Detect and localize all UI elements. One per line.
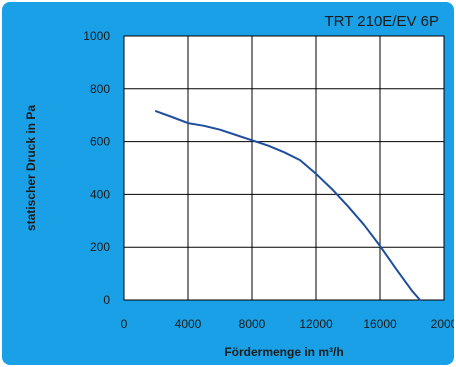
x-tick-label: 8000 (239, 317, 266, 331)
x-tick-label: 16000 (363, 317, 397, 331)
y-tick-label: 600 (90, 135, 110, 149)
x-tick-label: 2000 (431, 317, 454, 331)
y-tick-label: 0 (103, 293, 110, 307)
y-axis-label: statischer Druck in Pa (24, 105, 38, 231)
series-line-curve (155, 110, 421, 301)
grid-lines (124, 36, 444, 300)
x-tick-label: 12000 (299, 317, 333, 331)
y-tick-label: 800 (90, 82, 110, 96)
x-tick-label: 4000 (175, 317, 202, 331)
y-tick-label: 1000 (83, 29, 110, 43)
y-tick-label: 200 (90, 240, 110, 254)
tick-labels: 0400080001200016000200002004006008001000 (83, 29, 454, 331)
chart-title: TRT 210E/EV 6P (324, 13, 439, 30)
y-tick-label: 400 (90, 187, 110, 201)
plot-area (123, 35, 445, 301)
x-tick-label: 0 (121, 317, 128, 331)
x-axis-label: Fördermenge in m³/h (224, 345, 343, 359)
